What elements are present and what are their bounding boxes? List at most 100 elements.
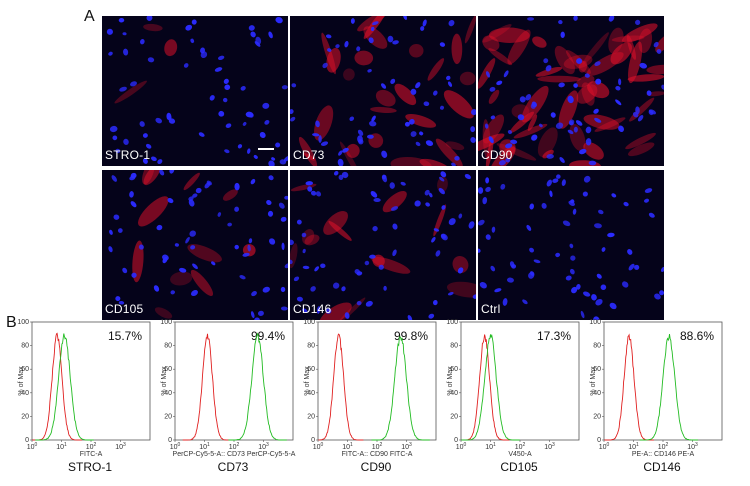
y-tick-label: 0 bbox=[454, 437, 458, 444]
x-tick-label: 102 bbox=[86, 442, 97, 451]
y-axis-label: % of Max bbox=[18, 366, 25, 396]
isotype-control-curve bbox=[461, 334, 510, 441]
y-tick-label: 0 bbox=[168, 437, 172, 444]
histogram-cd146: 0 20 40 60 80 100% of Max 100 101 102 103 PE-A:: C… bbox=[589, 316, 732, 486]
x-channel-label: V450-A bbox=[508, 451, 532, 458]
x-channel-label: FITC-A bbox=[80, 451, 103, 458]
histogram-cd105: 0 20 40 60 80 100 % of Max 100 101 102 103 V450-A 17… bbox=[446, 316, 589, 486]
tile-label: CD73 bbox=[293, 148, 325, 162]
isotype-control-curve bbox=[32, 332, 82, 441]
stained-sample-curve bbox=[228, 332, 287, 441]
y-tick-label: 100 bbox=[17, 319, 29, 326]
isotype-control-curve bbox=[604, 333, 654, 441]
y-tick-label: 100 bbox=[303, 319, 315, 326]
x-tick-label: 102 bbox=[229, 442, 240, 451]
y-tick-label: 20 bbox=[307, 413, 315, 420]
histogram-plot: 0 20 40 60 80 100 % of Max 100 101 102 103 FITC-A 15… bbox=[17, 319, 151, 458]
y-tick-label: 60 bbox=[450, 366, 458, 373]
isotype-control-curve bbox=[318, 333, 364, 441]
y-tick-label: 0 bbox=[311, 437, 315, 444]
marker-name: CD105 bbox=[500, 460, 538, 474]
stained-sample-curve bbox=[35, 333, 94, 441]
y-tick-label: 60 bbox=[21, 366, 29, 373]
x-tick-label: 101 bbox=[199, 442, 210, 451]
panel-label-a: A bbox=[84, 8, 95, 25]
y-tick-label: 60 bbox=[593, 366, 601, 373]
x-tick-label: 102 bbox=[515, 442, 526, 451]
y-tick-label: 100 bbox=[589, 319, 601, 326]
y-axis-label: % of Max bbox=[304, 366, 311, 396]
cell-image bbox=[478, 16, 664, 166]
percent-positive: 99.4% bbox=[251, 329, 285, 343]
y-tick-label: 80 bbox=[450, 343, 458, 350]
y-axis-label: % of Max bbox=[590, 366, 597, 396]
x-tick-label: 102 bbox=[372, 442, 383, 451]
x-tick-label: 103 bbox=[115, 442, 126, 451]
y-tick-label: 0 bbox=[25, 437, 29, 444]
x-tick-label: 100 bbox=[313, 442, 324, 451]
x-tick-label: 103 bbox=[544, 442, 555, 451]
x-tick-label: 103 bbox=[687, 442, 698, 451]
x-tick-label: 100 bbox=[27, 442, 38, 451]
marker-name: CD90 bbox=[360, 460, 392, 474]
y-tick-label: 80 bbox=[21, 343, 29, 350]
x-tick-label: 101 bbox=[485, 442, 496, 451]
percent-positive: 17.3% bbox=[537, 329, 571, 343]
tile-label: CD90 bbox=[481, 148, 513, 162]
micrograph-cd73: CD73 bbox=[290, 16, 476, 166]
cell-image bbox=[102, 16, 288, 166]
micrograph-cd105: CD105 bbox=[102, 170, 288, 320]
y-tick-label: 60 bbox=[307, 366, 315, 373]
y-tick-label: 0 bbox=[597, 437, 601, 444]
cell-image bbox=[290, 16, 476, 166]
y-tick-label: 80 bbox=[593, 343, 601, 350]
y-tick-label: 40 bbox=[593, 390, 601, 397]
x-tick-label: 101 bbox=[628, 442, 639, 451]
stained-sample-curve bbox=[639, 334, 699, 441]
y-tick-label: 100 bbox=[160, 319, 172, 326]
stained-sample-curve bbox=[461, 333, 520, 441]
cell-image bbox=[478, 170, 664, 320]
y-tick-label: 20 bbox=[164, 413, 172, 420]
histogram-stro1: 0 20 40 60 80 100 % of Max 100 101 102 103 FITC-A 15… bbox=[17, 316, 160, 486]
histogram-plot: 0 20 40 60 80 100 % of Max 100 101 102 103 V450-A 17… bbox=[446, 319, 580, 458]
cell-image bbox=[102, 170, 288, 320]
stained-sample-curve bbox=[371, 335, 430, 441]
micrograph-ctrl: Ctrl bbox=[478, 170, 664, 320]
scale-bar bbox=[258, 148, 274, 150]
marker-name: STRO-1 bbox=[67, 460, 112, 474]
y-tick-label: 20 bbox=[21, 413, 29, 420]
x-channel-label: FITC-A:: CD90 FITC-A bbox=[342, 451, 413, 458]
marker-name: CD73 bbox=[217, 460, 249, 474]
x-tick-label: 100 bbox=[599, 442, 610, 451]
isotype-control-curve bbox=[182, 333, 233, 441]
cell-image bbox=[290, 170, 476, 320]
x-tick-label: 103 bbox=[401, 442, 412, 451]
tile-label: Ctrl bbox=[481, 302, 501, 316]
y-tick-label: 40 bbox=[307, 390, 315, 397]
y-tick-label: 80 bbox=[307, 343, 315, 350]
x-tick-label: 100 bbox=[170, 442, 181, 451]
x-tick-label: 101 bbox=[342, 442, 353, 451]
percent-positive: 88.6% bbox=[680, 329, 714, 343]
y-tick-label: 100 bbox=[446, 319, 458, 326]
percent-positive: 15.7% bbox=[108, 329, 142, 343]
micrograph-cd146: CD146 bbox=[290, 170, 476, 320]
percent-positive: 99.8% bbox=[394, 329, 428, 343]
tile-label: CD146 bbox=[293, 302, 332, 316]
panel-label-b: B bbox=[6, 314, 17, 331]
y-axis-label: % of Max bbox=[447, 366, 454, 396]
tile-label: STRO-1 bbox=[105, 148, 151, 162]
micrograph-cd90: CD90 bbox=[478, 16, 664, 166]
marker-name: CD146 bbox=[643, 460, 681, 474]
x-tick-label: 103 bbox=[258, 442, 269, 451]
y-tick-label: 40 bbox=[450, 390, 458, 397]
y-tick-label: 40 bbox=[164, 390, 172, 397]
x-tick-label: 100 bbox=[456, 442, 467, 451]
histogram-cd73: 0 20 40 60 80 100 % of Max 100 101 102 103 PerCP-Cy… bbox=[160, 316, 303, 486]
y-axis-label: % of Max bbox=[161, 366, 168, 396]
x-channel-label: PE-A:: CD146 PE-A bbox=[632, 451, 695, 458]
y-tick-label: 60 bbox=[164, 366, 172, 373]
y-tick-label: 40 bbox=[21, 390, 29, 397]
